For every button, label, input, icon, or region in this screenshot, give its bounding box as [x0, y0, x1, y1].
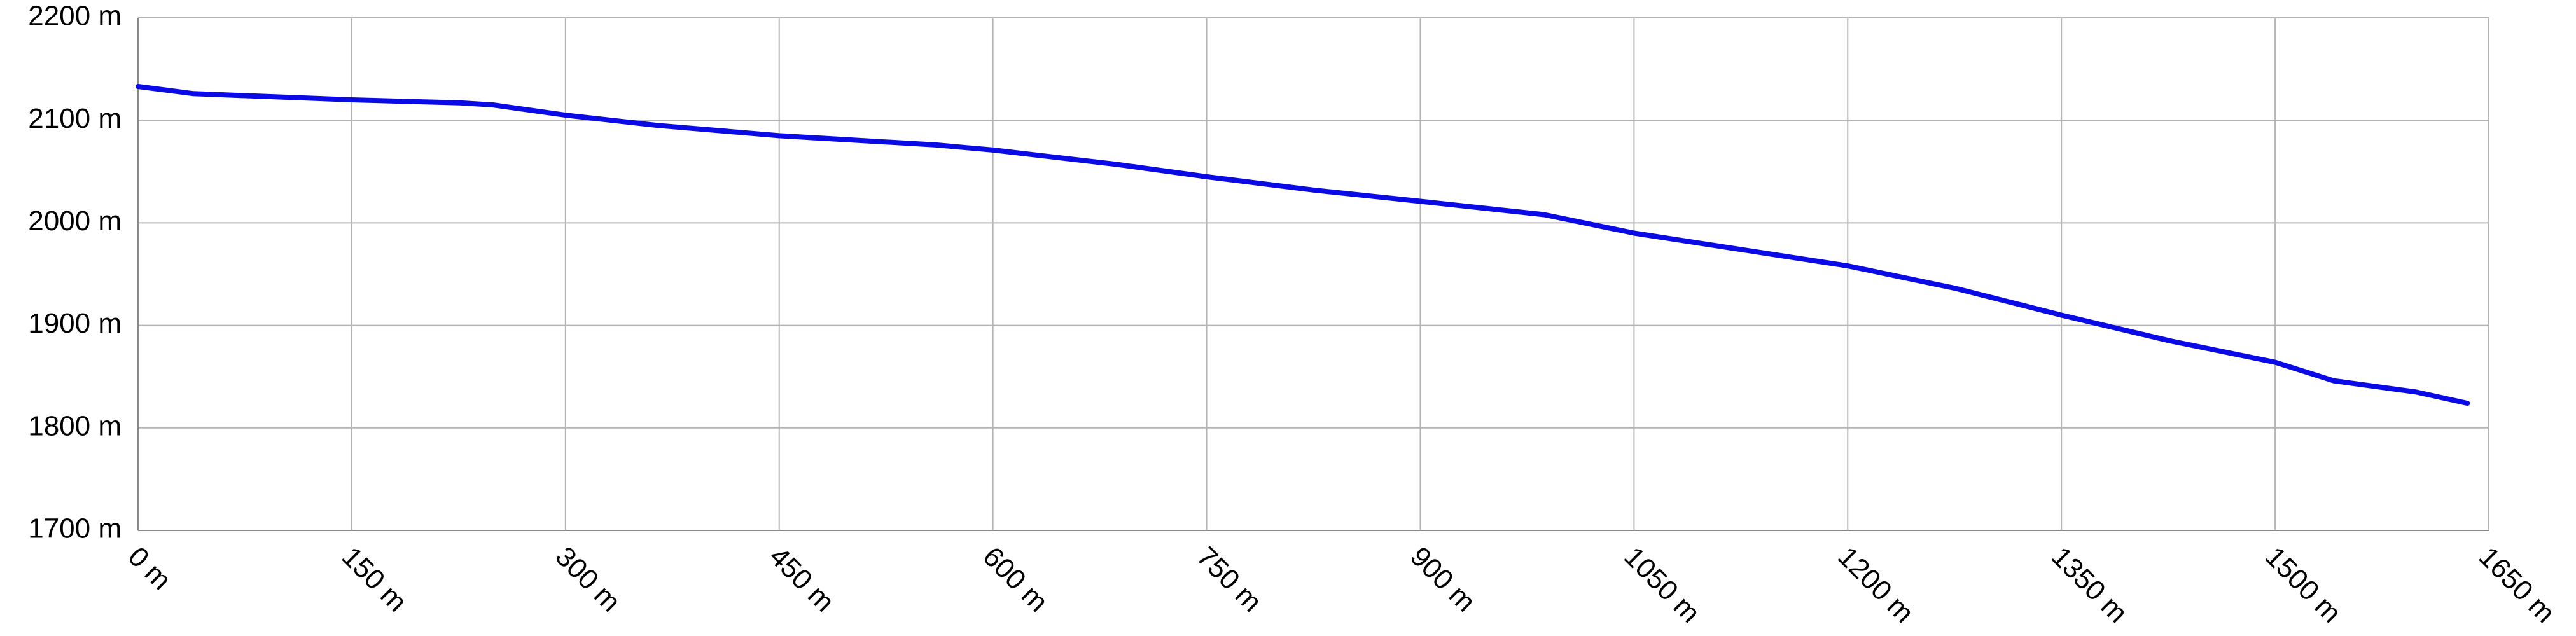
- y-tick-label: 1700 m: [28, 513, 122, 544]
- x-tick-label: 900 m: [1404, 541, 1481, 618]
- x-tick-label: 450 m: [763, 541, 840, 618]
- x-tick-label: 600 m: [977, 541, 1054, 618]
- y-tick-label: 1800 m: [28, 410, 122, 441]
- x-tick-label: 0 m: [122, 541, 178, 596]
- y-tick-label: 2000 m: [28, 205, 122, 237]
- y-tick-label: 2100 m: [28, 103, 122, 134]
- x-tick-label: 1200 m: [1832, 541, 1919, 628]
- x-tick-label: 1350 m: [2045, 541, 2133, 628]
- elevation-line: [136, 84, 2470, 406]
- y-tick-label: 2200 m: [28, 1, 122, 32]
- x-tick-label: 300 m: [550, 541, 627, 618]
- x-tick-label: 1500 m: [2259, 541, 2347, 628]
- x-tick-label: 1650 m: [2473, 541, 2561, 628]
- x-tick-label: 150 m: [336, 541, 413, 618]
- y-tick-label: 1900 m: [28, 308, 122, 339]
- x-tick-label: 1050 m: [1618, 541, 1706, 628]
- x-tick-label: 750 m: [1190, 541, 1267, 618]
